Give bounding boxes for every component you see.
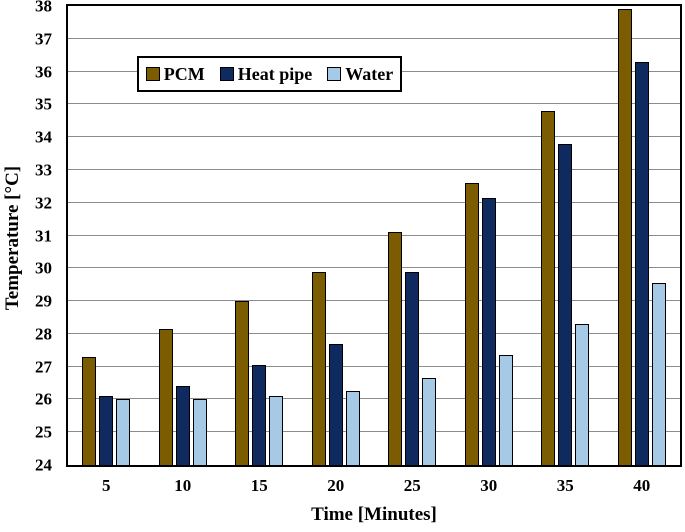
gridline: [68, 398, 680, 400]
legend-item-pcm: PCM: [145, 64, 205, 84]
plot-area: PCM Heat pipe Water: [66, 4, 682, 467]
legend-item-water: Water: [327, 65, 393, 83]
bar-water-20: [345, 391, 360, 465]
bar-pcm-30: [464, 183, 479, 465]
gridline: [68, 431, 680, 433]
x-tick-label: 25: [403, 476, 421, 495]
bar-pcm-25: [388, 232, 403, 465]
legend-item-heat-pipe: Heat pipe: [219, 64, 313, 84]
bar-pcm-10: [158, 328, 173, 465]
bar-water-25: [422, 378, 437, 465]
x-axis-title: Time [Minutes]: [311, 504, 437, 525]
bar-water-5: [116, 399, 131, 465]
y-tick-label: 25: [35, 422, 52, 442]
x-tick-label: 20: [327, 476, 345, 495]
bar-pcm-20: [311, 271, 326, 465]
y-tick-label: 26: [35, 389, 52, 409]
bar-water-10: [192, 399, 207, 465]
y-tick-label: 35: [35, 94, 52, 114]
bar-water-40: [651, 283, 666, 465]
x-tick-label: 30: [480, 476, 498, 495]
y-tick-label: 38: [35, 0, 52, 16]
gridline: [68, 136, 680, 138]
bar-water-15: [269, 396, 284, 465]
bar-heat-pipe-25: [405, 271, 420, 465]
legend-swatch-icon: [145, 67, 160, 81]
gridline: [68, 234, 680, 236]
legend-label: Heat pipe: [237, 64, 313, 84]
gridline: [68, 365, 680, 367]
gridline: [68, 168, 680, 170]
y-tick-label: 28: [35, 324, 52, 344]
y-tick-label: 30: [35, 258, 52, 278]
y-tick-label: 33: [35, 160, 52, 180]
gridline: [68, 267, 680, 269]
bar-heat-pipe-10: [175, 386, 190, 465]
gridline: [68, 103, 680, 105]
bar-water-30: [498, 355, 513, 465]
x-tick-label: 40: [633, 476, 651, 495]
x-tick-label: 15: [250, 476, 268, 495]
y-tick-label: 32: [35, 193, 52, 213]
x-tick-label: 10: [174, 476, 192, 495]
bar-pcm-15: [235, 301, 250, 465]
y-tick-label: 37: [35, 29, 52, 49]
gridline: [68, 332, 680, 334]
legend-swatch-icon: [327, 67, 342, 81]
y-tick-label: 24: [35, 455, 52, 475]
y-axis-ticks: 24 25 26 27 28 29 30 31 32 33 34 35 36 37 38: [0, 0, 58, 474]
bar-water-35: [575, 324, 590, 465]
y-tick-label: 36: [35, 62, 52, 82]
bar-pcm-35: [541, 110, 556, 465]
x-tick-label: 35: [556, 476, 574, 495]
gridline: [68, 300, 680, 302]
legend: PCM Heat pipe Water: [137, 56, 402, 92]
legend-swatch-icon: [219, 67, 234, 81]
legend-label: Water: [345, 64, 394, 84]
bar-heat-pipe-15: [252, 365, 267, 465]
bar-pcm-40: [617, 9, 632, 465]
legend-label: PCM: [163, 64, 205, 84]
gridline: [68, 37, 680, 39]
y-tick-label: 34: [35, 127, 52, 147]
y-tick-label: 31: [35, 226, 52, 245]
bar-pcm-5: [82, 356, 97, 465]
y-tick-label: 29: [35, 291, 52, 311]
bar-heat-pipe-30: [481, 197, 496, 465]
x-tick-label: 5: [102, 476, 111, 495]
bar-heat-pipe-20: [328, 343, 343, 465]
bar-heat-pipe-35: [558, 143, 573, 465]
x-axis-ticks: 5 10 15 20 25 30 35 40: [68, 473, 680, 497]
bar-heat-pipe-40: [634, 61, 649, 465]
gridline: [68, 201, 680, 203]
y-tick-label: 27: [35, 357, 52, 377]
bar-heat-pipe-5: [99, 396, 114, 465]
